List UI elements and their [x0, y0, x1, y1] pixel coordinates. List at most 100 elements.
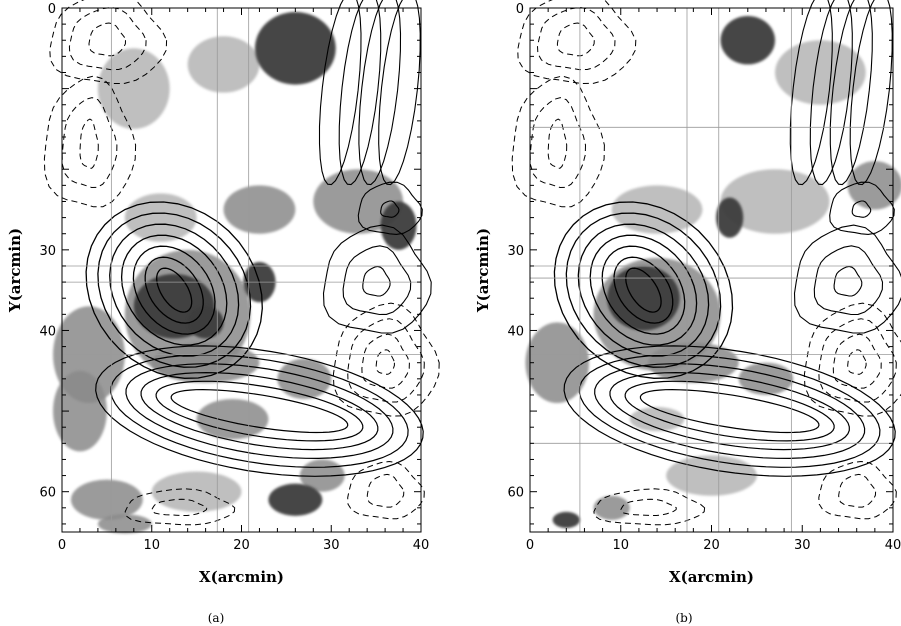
positive-contour [318, 0, 362, 186]
positive-contour [809, 0, 853, 186]
x-tick-label: 20 [703, 538, 720, 553]
positive-contour [338, 0, 382, 186]
intensity-blob [97, 514, 152, 534]
negative-contour [529, 97, 587, 189]
negative-contour [620, 498, 677, 516]
y-tick-label: 60 [39, 486, 56, 501]
positive-contour [144, 256, 204, 324]
negative-contour [61, 97, 118, 189]
panel-a-grid [62, 8, 421, 532]
positive-contour [155, 380, 364, 442]
positive-contour [639, 388, 820, 434]
negative-contour [79, 118, 99, 169]
positive-contour [362, 265, 391, 297]
negative-contour [818, 318, 897, 403]
intensity-blob [151, 471, 242, 512]
positive-contour [594, 363, 866, 460]
panel-a-caption: (a) [208, 611, 225, 625]
negative-contour [49, 0, 168, 85]
positive-contour [132, 245, 216, 335]
intensity-blob [268, 483, 323, 516]
negative-contour [366, 473, 405, 508]
y-tick-label: 0 [516, 2, 524, 17]
intensity-blob [380, 201, 417, 250]
y-tick-label: 30 [39, 244, 56, 259]
positive-contour [609, 371, 850, 451]
negative-contour [536, 6, 616, 71]
positive-contour [342, 245, 412, 316]
y-tick-label: 0 [48, 2, 56, 17]
panel-a-ticks: 0 10 20 30 40 0 30 40 60 [39, 2, 429, 553]
panel-a-y-axis-label: Y(arcmin) [6, 228, 24, 313]
negative-contour [818, 460, 897, 520]
x-tick-label: 10 [612, 538, 629, 553]
positive-contour [140, 371, 379, 451]
negative-contour [43, 75, 137, 208]
positive-contour [601, 245, 686, 335]
intensity-blob [716, 197, 744, 238]
positive-contour [109, 223, 240, 357]
positive-contour [553, 201, 734, 379]
positive-contour [120, 234, 228, 346]
intensity-blob [187, 36, 260, 93]
panel-a: 0 10 20 30 40 0 30 40 60 X(arcmin) Y(arcmin) (a) [6, 0, 440, 625]
intensity-blob [552, 511, 580, 528]
negative-contour [593, 488, 706, 526]
positive-contour [380, 200, 400, 218]
x-tick-label: 20 [233, 538, 250, 553]
positive-contour [357, 181, 423, 235]
negative-contour [151, 498, 208, 516]
negative-contour [511, 75, 605, 208]
negative-contour [124, 488, 236, 526]
negative-contour [347, 318, 425, 403]
intensity-blob [124, 193, 197, 242]
x-tick-label: 30 [323, 538, 340, 553]
intensity-blob [720, 16, 776, 65]
positive-contour [358, 0, 402, 186]
panel-b-x-axis-label: X(arcmin) [669, 568, 754, 586]
x-tick-label: 40 [885, 538, 901, 553]
negative-contour [375, 349, 395, 375]
intensity-blob [223, 185, 296, 234]
intensity-blob [593, 495, 630, 520]
positive-contour [833, 265, 863, 297]
intensity-blob [666, 455, 757, 496]
negative-contour [838, 473, 877, 508]
positive-contour [625, 267, 662, 313]
intensity-blob [847, 161, 901, 210]
intensity-blob [53, 370, 107, 452]
positive-contour [589, 234, 698, 346]
intensity-blob [187, 306, 224, 339]
panel-b-caption: (b) [675, 611, 692, 625]
positive-contour [95, 345, 424, 477]
negative-contour [517, 0, 637, 85]
x-tick-label: 30 [794, 538, 811, 553]
panel-a-x-axis-label: X(arcmin) [199, 568, 284, 586]
positive-contour [322, 224, 432, 334]
panel-b-contours [511, 0, 901, 526]
x-tick-label: 0 [58, 538, 66, 553]
negative-contour [556, 22, 595, 57]
positive-contour [851, 200, 872, 218]
positive-contour [813, 245, 884, 316]
positive-contour [170, 388, 349, 434]
positive-contour [85, 201, 263, 379]
panel-b-grayscale-map [525, 16, 901, 528]
x-tick-label: 40 [413, 538, 430, 553]
positive-contour [789, 0, 833, 186]
intensity-blob [254, 12, 336, 85]
x-tick-label: 0 [526, 538, 534, 553]
negative-contour [347, 460, 425, 520]
negative-contour [832, 333, 882, 389]
panel-a-grayscale-map [53, 12, 417, 534]
intensity-blob [97, 48, 170, 129]
negative-contour [68, 6, 147, 71]
panel-b-grid [530, 8, 893, 532]
x-tick-label: 10 [143, 538, 160, 553]
y-tick-label: 40 [507, 324, 524, 339]
negative-contour [803, 302, 901, 417]
intensity-blob [525, 322, 589, 404]
y-tick-label: 40 [39, 324, 56, 339]
positive-contour [156, 267, 193, 313]
